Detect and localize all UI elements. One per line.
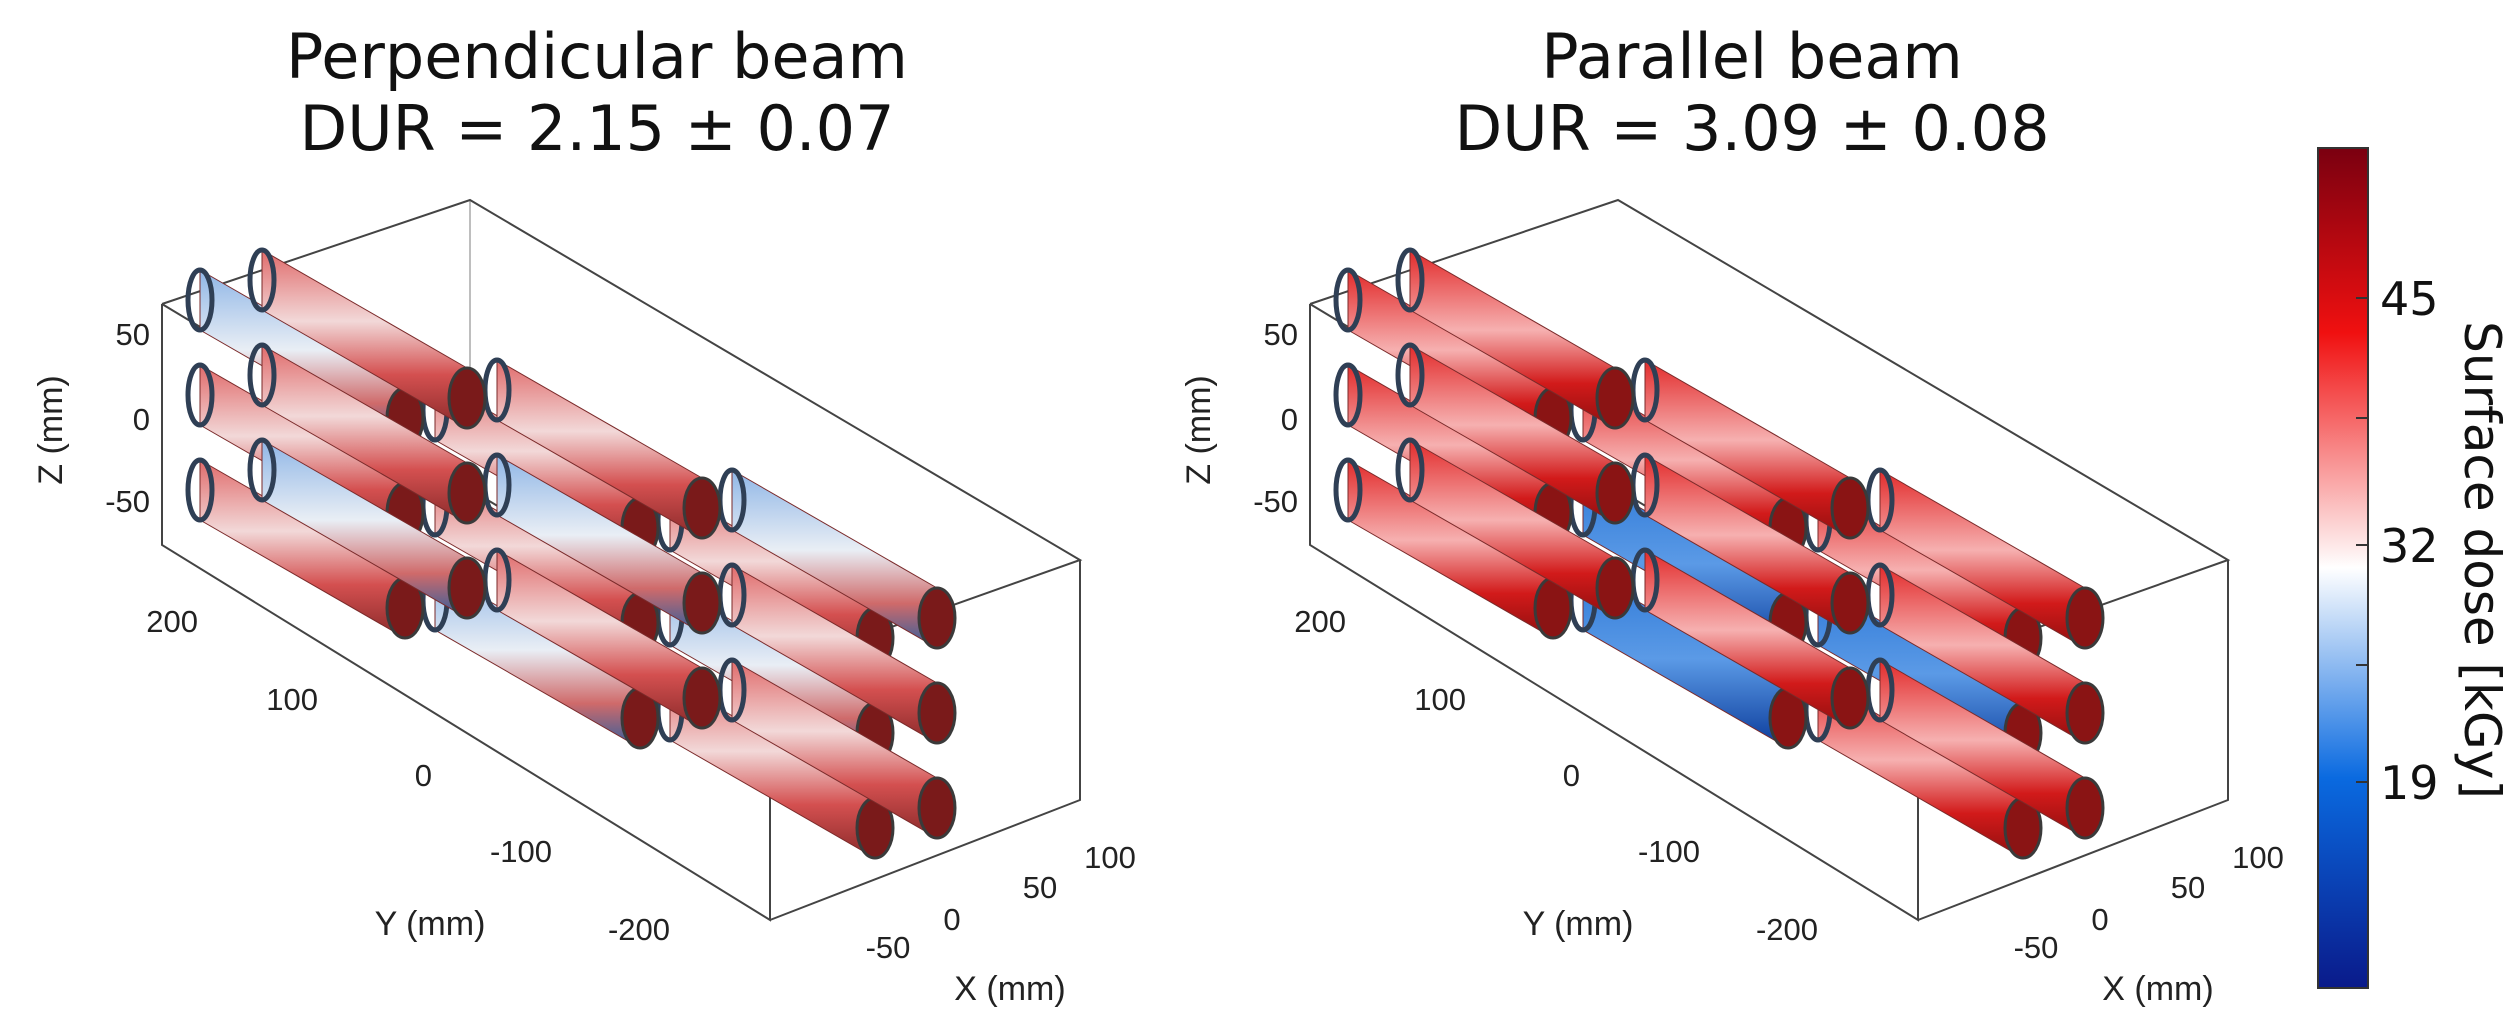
right-title-line1: Parallel beam	[1541, 20, 1963, 93]
left-y-tick-neg200: -200	[608, 912, 670, 947]
cylinder-end-cap	[1832, 478, 1868, 538]
left-x-tick-100: 100	[1084, 840, 1136, 875]
colorbar-tick-45: 45	[2380, 272, 2439, 326]
right-title: Parallel beam DUR = 3.09 ± 0.08	[1454, 20, 2049, 165]
right-z-tick-neg50: -50	[1253, 484, 1298, 519]
left-x-axis: -50 0 50 100 X (mm)	[866, 840, 1136, 1008]
cylinder-end-cap	[919, 588, 955, 648]
left-z-tick-neg50: -50	[105, 484, 150, 519]
colorbar-label: Surface dose [kGy]	[2453, 321, 2511, 799]
left-x-tick-0: 0	[943, 902, 960, 937]
left-y-tick-neg100: -100	[490, 834, 552, 869]
left-cylinder-array	[188, 250, 955, 858]
right-x-tick-0: 0	[2091, 902, 2108, 937]
cylinder-end-cap	[1832, 668, 1868, 728]
cylinder-end-cap	[2067, 588, 2103, 648]
right-x-label: X (mm)	[2102, 970, 2213, 1008]
left-title: Perpendicular beam DUR = 2.15 ± 0.07	[286, 20, 908, 165]
left-y-tick-200: 200	[146, 604, 198, 639]
left-z-tick-50: 50	[116, 317, 150, 352]
right-y-tick-200: 200	[1294, 604, 1346, 639]
left-y-tick-100: 100	[266, 682, 318, 717]
left-x-tick-neg50: -50	[866, 930, 911, 965]
left-z-axis: 50 0 -50 Z (mm)	[32, 317, 150, 519]
cylinder-end-cap	[1597, 368, 1633, 428]
left-x-tick-50: 50	[1023, 870, 1057, 905]
right-x-tick-50: 50	[2171, 870, 2205, 905]
right-y-tick-100: 100	[1414, 682, 1466, 717]
cylinder-end-cap	[919, 683, 955, 743]
colorbar-tick-32: 32	[2380, 519, 2439, 573]
right-z-label: Z (mm)	[1180, 375, 1218, 485]
cylinder-end-cap	[449, 463, 485, 523]
right-z-axis: 50 0 -50 Z (mm)	[1180, 317, 1298, 519]
right-x-axis: -50 0 50 100 X (mm)	[2014, 840, 2284, 1008]
cylinder-end-cap	[2067, 683, 2103, 743]
left-y-label: Y (mm)	[375, 905, 486, 943]
right-cylinder-array	[1336, 250, 2103, 858]
cylinder-end-cap	[919, 778, 955, 838]
right-title-line2: DUR = 3.09 ± 0.08	[1454, 92, 2049, 165]
right-plot-3d: 50 0 -50 Z (mm) 200 100 0 -100 -200 Y (m…	[1180, 200, 2284, 1008]
right-x-tick-neg50: -50	[2014, 930, 2059, 965]
right-z-tick-50: 50	[1264, 317, 1298, 352]
left-x-label: X (mm)	[954, 970, 1065, 1008]
cylinder-end-cap	[684, 668, 720, 728]
cylinder-end-cap	[449, 368, 485, 428]
colorbar-tick-19: 19	[2380, 756, 2439, 810]
left-z-tick-0: 0	[133, 402, 150, 437]
cylinder-end-cap	[684, 478, 720, 538]
right-y-label: Y (mm)	[1523, 905, 1634, 943]
cylinder-end-cap	[684, 573, 720, 633]
colorbar: 45 32 19 Surface dose [kGy]	[2318, 148, 2511, 988]
left-plot-3d: 50 0 -50 Z (mm) 200 100 0 -100 -200 Y (m…	[32, 200, 1136, 1008]
right-x-tick-100: 100	[2232, 840, 2284, 875]
left-title-line2: DUR = 2.15 ± 0.07	[299, 92, 894, 165]
cylinder-end-cap	[1597, 558, 1633, 618]
right-y-tick-0: 0	[1563, 758, 1580, 793]
cylinder-end-cap	[1832, 573, 1868, 633]
right-z-tick-0: 0	[1281, 402, 1298, 437]
right-y-tick-neg100: -100	[1638, 834, 1700, 869]
cylinder-end-cap	[1597, 463, 1633, 523]
left-title-line1: Perpendicular beam	[286, 20, 908, 93]
right-y-tick-neg200: -200	[1756, 912, 1818, 947]
colorbar-gradient	[2318, 148, 2368, 988]
cylinder-end-cap	[449, 558, 485, 618]
cylinder-end-cap	[2067, 778, 2103, 838]
left-y-tick-0: 0	[415, 758, 432, 793]
left-z-label: Z (mm)	[32, 375, 70, 485]
